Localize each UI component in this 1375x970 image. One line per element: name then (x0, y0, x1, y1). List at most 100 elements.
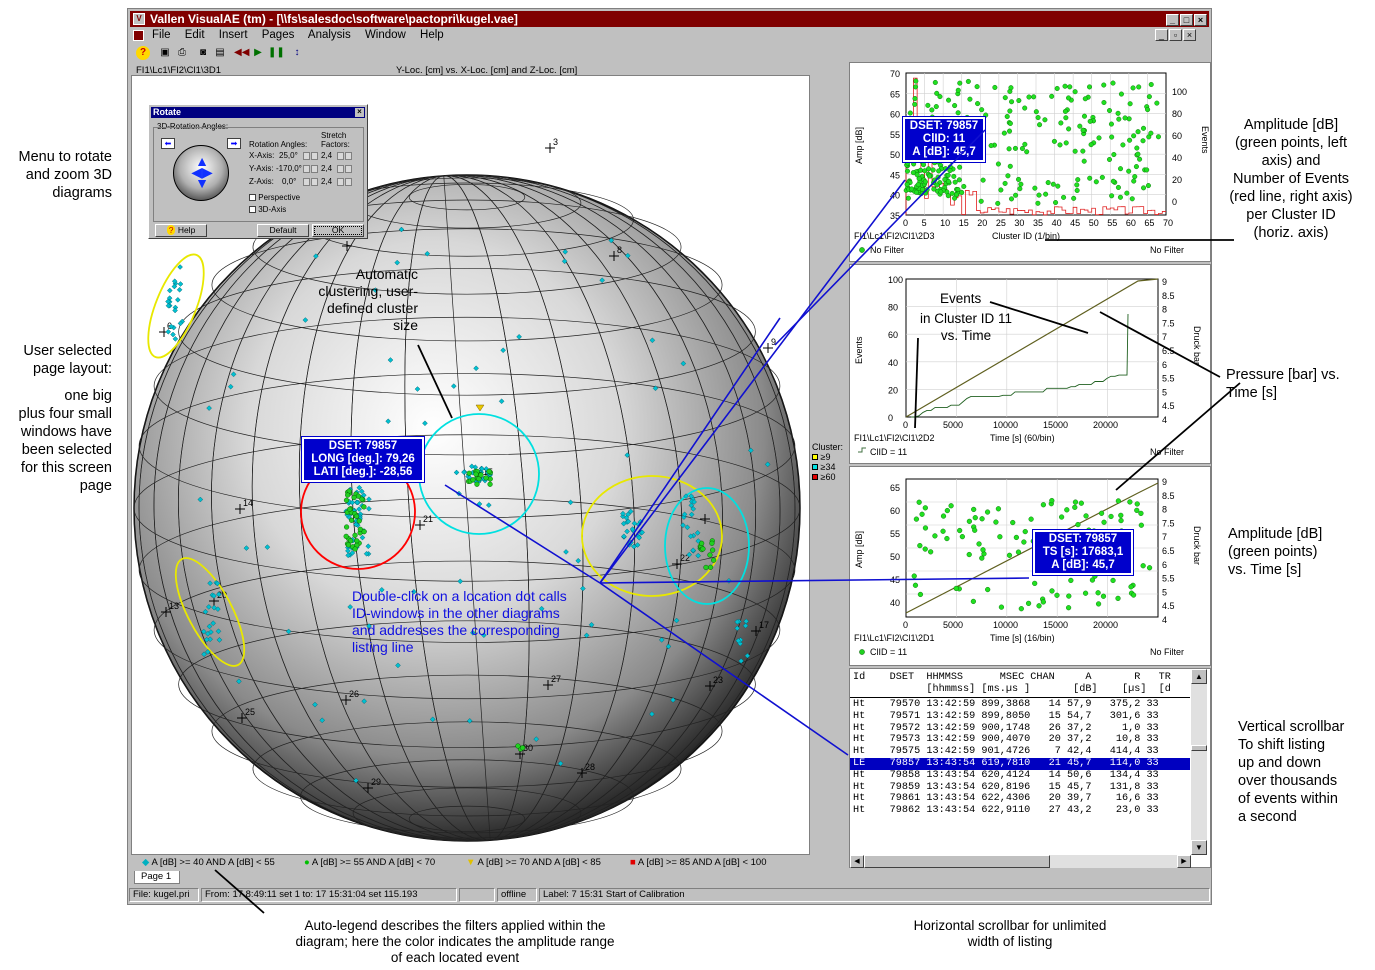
bottom-chart-id-box[interactable]: DSET: 79857 TS [s]: 17683,1 A [dB]: 45,7 (1032, 529, 1134, 576)
listing-pane[interactable]: Id DSET HHMMSS MSEC CHAN A R TR [hhmmss]… (849, 668, 1211, 868)
stretch-spinner-icon[interactable] (336, 177, 352, 186)
amp-dot (966, 551, 972, 558)
listing-row[interactable]: Ht 79573 13:42:59 900,4070 20 37,2 10,8 … (853, 734, 1159, 746)
print-icon[interactable]: ⎙ (178, 47, 186, 58)
rewind-icon[interactable]: ◀◀ (234, 47, 250, 58)
angle-value[interactable]: -170,0° (276, 164, 302, 173)
amp-dot (921, 162, 927, 168)
event-dot (351, 494, 357, 501)
event-dot (264, 544, 271, 550)
menu-insert[interactable]: Insert (218, 29, 248, 41)
annotation-line: ID-windows in the other diagrams (352, 605, 560, 621)
event-dot (345, 492, 351, 498)
rotate-right-icon[interactable]: ➡ (227, 138, 241, 149)
menu-edit[interactable]: Edit (184, 29, 205, 41)
preview-icon[interactable]: ◙ (199, 47, 207, 58)
cluster-ring (147, 253, 205, 359)
listing-row[interactable]: Ht 79858 13:43:54 620,4124 14 50,6 134,4… (853, 769, 1159, 781)
doc-close-button[interactable]: × (1183, 29, 1196, 41)
listing-row[interactable]: Ht 79862 13:43:54 622,9110 27 43,2 23,0 … (853, 805, 1159, 817)
event-dot (197, 496, 204, 503)
menu-window[interactable]: Window (364, 29, 406, 41)
pause-icon[interactable]: ❚❚ (268, 47, 285, 58)
x-tick-label: 55 (1107, 218, 1117, 228)
perspective-checkbox[interactable]: Perspective (249, 193, 300, 202)
scroll-up-icon[interactable]: ▲ (1191, 669, 1207, 684)
event-dot (170, 331, 176, 338)
menu-file[interactable]: File (152, 29, 171, 41)
vertical-scrollbar[interactable]: ▲ ▼ (1191, 669, 1207, 855)
angle-spinner-icon[interactable] (302, 177, 318, 186)
amp-dot (985, 586, 991, 593)
minimize-button[interactable]: _ (1166, 14, 1179, 26)
amp-dot (1134, 501, 1140, 507)
rotate-dialog[interactable]: Rotate × 3D-Rotation Angles: ⬅ ➡ ▲ ◀▶ ▼ Rot… (148, 104, 368, 239)
axis3d-checkbox[interactable]: 3D-Axis (249, 205, 286, 214)
amp-dot (918, 167, 924, 173)
dialog-close-icon[interactable]: × (355, 108, 364, 117)
save-icon[interactable]: ▣ (160, 47, 170, 58)
scroll-thumb[interactable] (1191, 745, 1207, 751)
chart-bottom-pane[interactable]: 65 60 55 50 45 40 9 8.5 8 7.5 7 6.5 6 5.5 5 4.5 4 0 5000 10… (849, 466, 1211, 666)
page-tab[interactable]: Page 1 (134, 871, 180, 884)
ok-button[interactable]: OK (312, 224, 364, 237)
menu-pages[interactable]: Pages (261, 29, 295, 41)
zoom-icon[interactable]: ▤ (215, 47, 225, 58)
horizontal-scrollbar[interactable]: ◀ ▶ (850, 855, 1191, 868)
default-button[interactable]: Default (257, 224, 309, 237)
stretch-spinner-icon[interactable] (336, 164, 352, 173)
listing-row[interactable]: Ht 79572 13:42:59 900,1748 26 37,2 1,0 3… (853, 722, 1159, 734)
menu-help[interactable]: Help (420, 29, 444, 41)
amp-dot (913, 78, 919, 84)
angle-value[interactable]: 0,0° (282, 177, 297, 186)
amp-dot (1137, 156, 1143, 162)
stretch-spinner-icon[interactable] (336, 151, 352, 160)
scroll-right-icon[interactable]: ▶ (1177, 855, 1191, 868)
doc-minimize-button[interactable]: _ (1155, 29, 1168, 41)
listing-row-selected[interactable]: LE 79857 13:43:54 619,7810 21 45,7 114,0… (850, 757, 1190, 770)
y2-tick-label: 6 (1162, 560, 1167, 570)
listing-row[interactable]: Ht 79575 13:42:59 901,4726 7 42,4 414,4 … (853, 746, 1159, 758)
listing-row[interactable]: Ht 79570 13:42:59 899,3868 14 57,9 375,2… (853, 699, 1159, 710)
amp-events-chart[interactable]: 70 65 60 55 50 45 40 35 100 80 60 40 20 0 0 5 10 15 20 25 30… (850, 63, 1210, 261)
doc-restore-button[interactable]: ▫ (1169, 29, 1182, 41)
scroll-down-icon[interactable]: ▼ (1191, 840, 1207, 855)
amp-dot (1040, 599, 1046, 605)
rotation-trackball[interactable]: ▲ ◀▶ ▼ (173, 145, 229, 201)
sphere-id-box[interactable]: DSET: 79857 LONG [deg.]: 79,26 LATI [deg… (301, 436, 425, 483)
angle-spinner-icon[interactable] (302, 164, 318, 173)
x-tick-label: 20000 (1093, 620, 1118, 630)
x-tick-label: 30 (1014, 218, 1024, 228)
close-button[interactable]: × (1194, 14, 1207, 26)
amp-dot (957, 80, 963, 86)
chart-middle-pane[interactable]: 100 80 60 40 20 0 9 8.5 8 7.5 7 6.5 6 5.5 5 4.5 4 0 5000 10… (849, 264, 1211, 464)
step-icon[interactable]: ↕ (294, 47, 300, 58)
play-icon[interactable]: ▶ (254, 47, 262, 58)
listing-row[interactable]: Ht 79571 13:42:59 899,8050 15 54,7 301,6… (853, 710, 1159, 722)
amp-dot (998, 187, 1004, 193)
chart-top-pane[interactable]: 70 65 60 55 50 45 40 35 100 80 60 40 20 0 0 5 10 15 20 25 30… (849, 62, 1211, 262)
annotation-amp-time: Amplitude [dB] (green points) vs. Time [… (1228, 525, 1368, 579)
maximize-button[interactable]: □ (1180, 14, 1193, 26)
y2-tick-label: 40 (1172, 153, 1182, 163)
stretch-value[interactable]: 2,4 (321, 164, 333, 173)
help-button[interactable]: ? Help (155, 224, 207, 237)
stretch-value[interactable]: 2,4 (321, 177, 333, 186)
help-icon[interactable]: ? (136, 46, 150, 60)
hscroll-thumb[interactable] (864, 855, 1050, 868)
listing-row[interactable]: Ht 79861 13:43:54 622,4306 20 39,7 16,6 … (853, 793, 1159, 805)
rotate-left-icon[interactable]: ⬅ (161, 138, 175, 149)
legend-item: ▼ A [dB] >= 70 AND A [dB] < 85 (466, 856, 601, 869)
top-chart-id-box[interactable]: DSET: 79857 ClID: 11 A [dB]: 45,7 (902, 116, 986, 163)
scroll-left-icon[interactable]: ◀ (850, 855, 864, 868)
angle-value[interactable]: 25,0° (279, 151, 298, 160)
amp-dot (1118, 512, 1124, 518)
listing-row[interactable]: Ht 79859 13:43:54 620,8196 15 45,7 131,8… (853, 781, 1159, 793)
menu-analysis[interactable]: Analysis (307, 29, 351, 41)
amp-dot (1074, 187, 1080, 193)
stretch-value[interactable]: 2,4 (321, 151, 333, 160)
angle-spinner-icon[interactable] (302, 151, 318, 160)
x-tick-label: 10000 (993, 420, 1018, 430)
